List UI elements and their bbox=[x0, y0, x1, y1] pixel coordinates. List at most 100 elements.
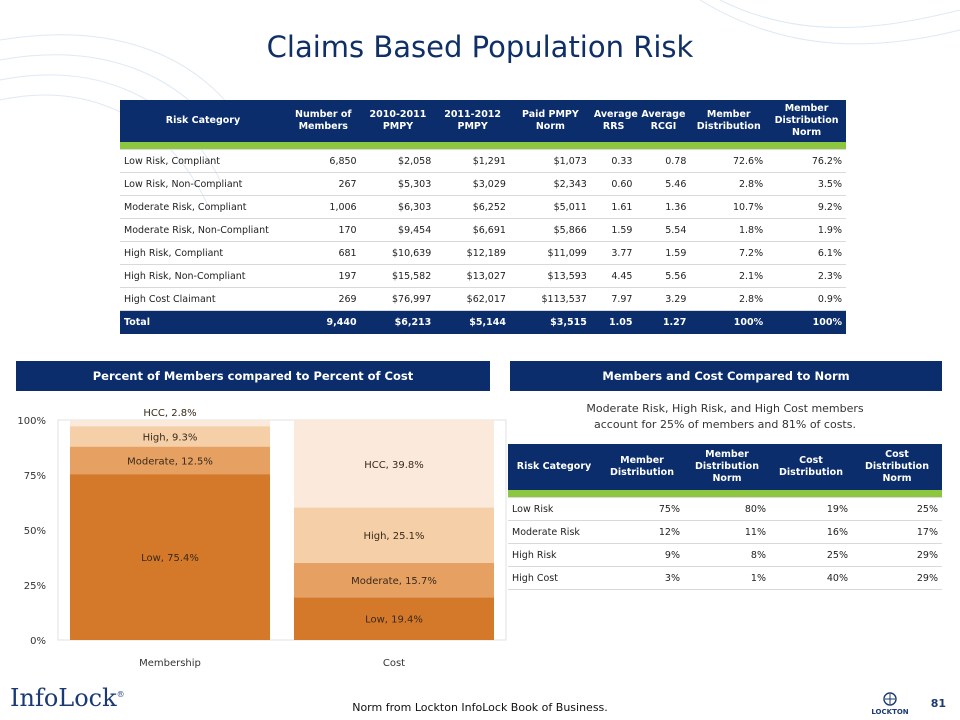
risk-table-cell: $12,189 bbox=[435, 241, 510, 265]
risk-table-cell: 0.60 bbox=[590, 172, 637, 196]
risk-table-cell: 9,440 bbox=[285, 310, 361, 334]
norm-table-header-cell: Risk Category bbox=[508, 444, 600, 490]
y-tick-label: 0% bbox=[30, 636, 46, 647]
norm-table-separator bbox=[508, 490, 942, 498]
y-tick-label: 100% bbox=[18, 416, 46, 427]
risk-table-cell: 0.33 bbox=[590, 149, 637, 173]
chart-bars bbox=[70, 420, 494, 640]
risk-table-row: Moderate Risk, Compliant 1,006 $6,303 $6,25… bbox=[120, 195, 846, 219]
y-tick-label: 75% bbox=[24, 471, 46, 482]
norm-table-row: Moderate Risk 12% 11% 16% 17% bbox=[508, 520, 942, 544]
risk-table-cell: 1.59 bbox=[590, 218, 637, 242]
bar-segment bbox=[294, 562, 494, 598]
risk-table-cell: Total bbox=[120, 310, 286, 334]
risk-table-cell: $5,866 bbox=[509, 218, 591, 242]
risk-table-row: Low Risk, Compliant 6,850 $2,058 $1,291 $1,0… bbox=[120, 149, 846, 173]
risk-table-row: High Risk, Compliant 681 $10,639 $12,189 $11… bbox=[120, 241, 846, 265]
risk-table-cell: 100% bbox=[690, 310, 768, 334]
risk-table-cell: 269 bbox=[285, 287, 361, 311]
risk-table-cell: 0.9% bbox=[767, 287, 846, 311]
plot-area bbox=[57, 419, 507, 641]
bar-segment bbox=[70, 426, 270, 447]
risk-table-cell: $6,303 bbox=[360, 195, 436, 219]
risk-table-cell: 5.46 bbox=[636, 172, 691, 196]
data-label: Moderate, 15.7% bbox=[351, 576, 437, 587]
risk-table-cell: 7.97 bbox=[590, 287, 637, 311]
norm-table-cell: 17% bbox=[852, 520, 942, 544]
lockton-logo: LOCKTON bbox=[871, 692, 909, 716]
risk-table-cell: 5.54 bbox=[636, 218, 691, 242]
risk-table-cell: 1.05 bbox=[590, 310, 637, 334]
risk-table-cell: 2.8% bbox=[690, 172, 768, 196]
risk-table-cell: 1,006 bbox=[285, 195, 361, 219]
norm-table-cell: 8% bbox=[684, 543, 770, 567]
norm-table-row: High Risk 9% 8% 25% 29% bbox=[508, 543, 942, 567]
norm-table-cell: 11% bbox=[684, 520, 770, 544]
norm-table-header-cell: Cost Distribution bbox=[770, 444, 852, 490]
norm-comparison-table: Risk Category Member Distribution Member D… bbox=[508, 444, 942, 590]
norm-table-header-cell: Member Distribution bbox=[600, 444, 684, 490]
risk-table-cell: $5,303 bbox=[360, 172, 436, 196]
risk-table-cell: $5,144 bbox=[435, 310, 510, 334]
risk-table-cell: 5.56 bbox=[636, 264, 691, 288]
norm-table-cell: 12% bbox=[600, 520, 684, 544]
data-label: Low, 19.4% bbox=[365, 615, 423, 626]
risk-table-row: High Cost Claimant 269 $76,997 $62,017 $113,… bbox=[120, 287, 846, 311]
risk-table-cell: High Cost Claimant bbox=[120, 287, 286, 311]
risk-table-cell: Low Risk, Non-Compliant bbox=[120, 172, 286, 196]
norm-table-cell: 40% bbox=[770, 566, 852, 590]
risk-table-cell: $3,029 bbox=[435, 172, 510, 196]
norm-table-cell: 3% bbox=[600, 566, 684, 590]
norm-caption: Moderate Risk, High Risk, and High Cost … bbox=[520, 401, 930, 433]
bar-segment bbox=[294, 420, 494, 508]
risk-table-cell: 6.1% bbox=[767, 241, 846, 265]
risk-table-cell: 7.2% bbox=[690, 241, 768, 265]
caption-line-1: Moderate Risk, High Risk, and High Cost … bbox=[586, 402, 864, 415]
bar-segment bbox=[294, 597, 494, 640]
page-number: 81 bbox=[930, 697, 946, 710]
norm-table-cell: High Risk bbox=[508, 543, 600, 567]
bar-segment bbox=[70, 474, 270, 640]
y-tick-label: 25% bbox=[24, 581, 46, 592]
infolock-logo: InfoLock® bbox=[10, 684, 125, 712]
x-tick-label: Cost bbox=[383, 658, 405, 669]
data-label: High, 25.1% bbox=[363, 531, 424, 542]
risk-table-cell: $13,593 bbox=[509, 264, 591, 288]
risk-table-total-row: Total 9,440 $6,213 $5,144 $3,515 1.05 1.27 100%… bbox=[120, 310, 846, 334]
risk-table-row: Moderate Risk, Non-Compliant 170 $9,454 $6,… bbox=[120, 218, 846, 242]
risk-table-separator bbox=[120, 142, 846, 150]
risk-table-cell: Low Risk, Compliant bbox=[120, 149, 286, 173]
data-label: HCC, 2.8% bbox=[143, 408, 196, 419]
norm-table-cell: 75% bbox=[600, 497, 684, 521]
risk-table-cell: 681 bbox=[285, 241, 361, 265]
norm-table-cell: 9% bbox=[600, 543, 684, 567]
risk-table-cell: $62,017 bbox=[435, 287, 510, 311]
bar-segment bbox=[70, 420, 270, 427]
risk-table-cell: 1.8% bbox=[690, 218, 768, 242]
bar-segment bbox=[294, 507, 494, 563]
bar-segment bbox=[70, 446, 270, 475]
risk-table-header-cell: 2010-2011 PMPY bbox=[360, 100, 436, 142]
risk-table-cell: 267 bbox=[285, 172, 361, 196]
risk-table-row: Low Risk, Non-Compliant 267 $5,303 $3,029 $2… bbox=[120, 172, 846, 196]
risk-table-cell: 72.6% bbox=[690, 149, 768, 173]
y-tick-label: 50% bbox=[24, 526, 46, 537]
risk-table-header-cell: Number of Members bbox=[285, 100, 361, 142]
norm-table-cell: 19% bbox=[770, 497, 852, 521]
risk-table-cell: $9,454 bbox=[360, 218, 436, 242]
risk-table-cell: 3.29 bbox=[636, 287, 691, 311]
norm-table-cell: 16% bbox=[770, 520, 852, 544]
risk-table-cell: 1.61 bbox=[590, 195, 637, 219]
risk-table-cell: 9.2% bbox=[767, 195, 846, 219]
risk-table-cell: 1.27 bbox=[636, 310, 691, 334]
risk-table-cell: High Risk, Non-Compliant bbox=[120, 264, 286, 288]
norm-comparison-header: Members and Cost Compared to Norm bbox=[510, 361, 942, 391]
norm-table-cell: 29% bbox=[852, 566, 942, 590]
risk-table-row: High Risk, Non-Compliant 197 $15,582 $13,02… bbox=[120, 264, 846, 288]
risk-table-cell: 1.9% bbox=[767, 218, 846, 242]
risk-table-cell: 170 bbox=[285, 218, 361, 242]
risk-table-header-cell: Average RCGI bbox=[636, 100, 691, 142]
norm-table-header-cell: Member Distribution Norm bbox=[684, 444, 770, 490]
risk-table-cell: $113,537 bbox=[509, 287, 591, 311]
stacked-bar-chart: 0% 25% 50% 75% 100% Membership Cost Low, 75.4%… bbox=[18, 408, 507, 669]
